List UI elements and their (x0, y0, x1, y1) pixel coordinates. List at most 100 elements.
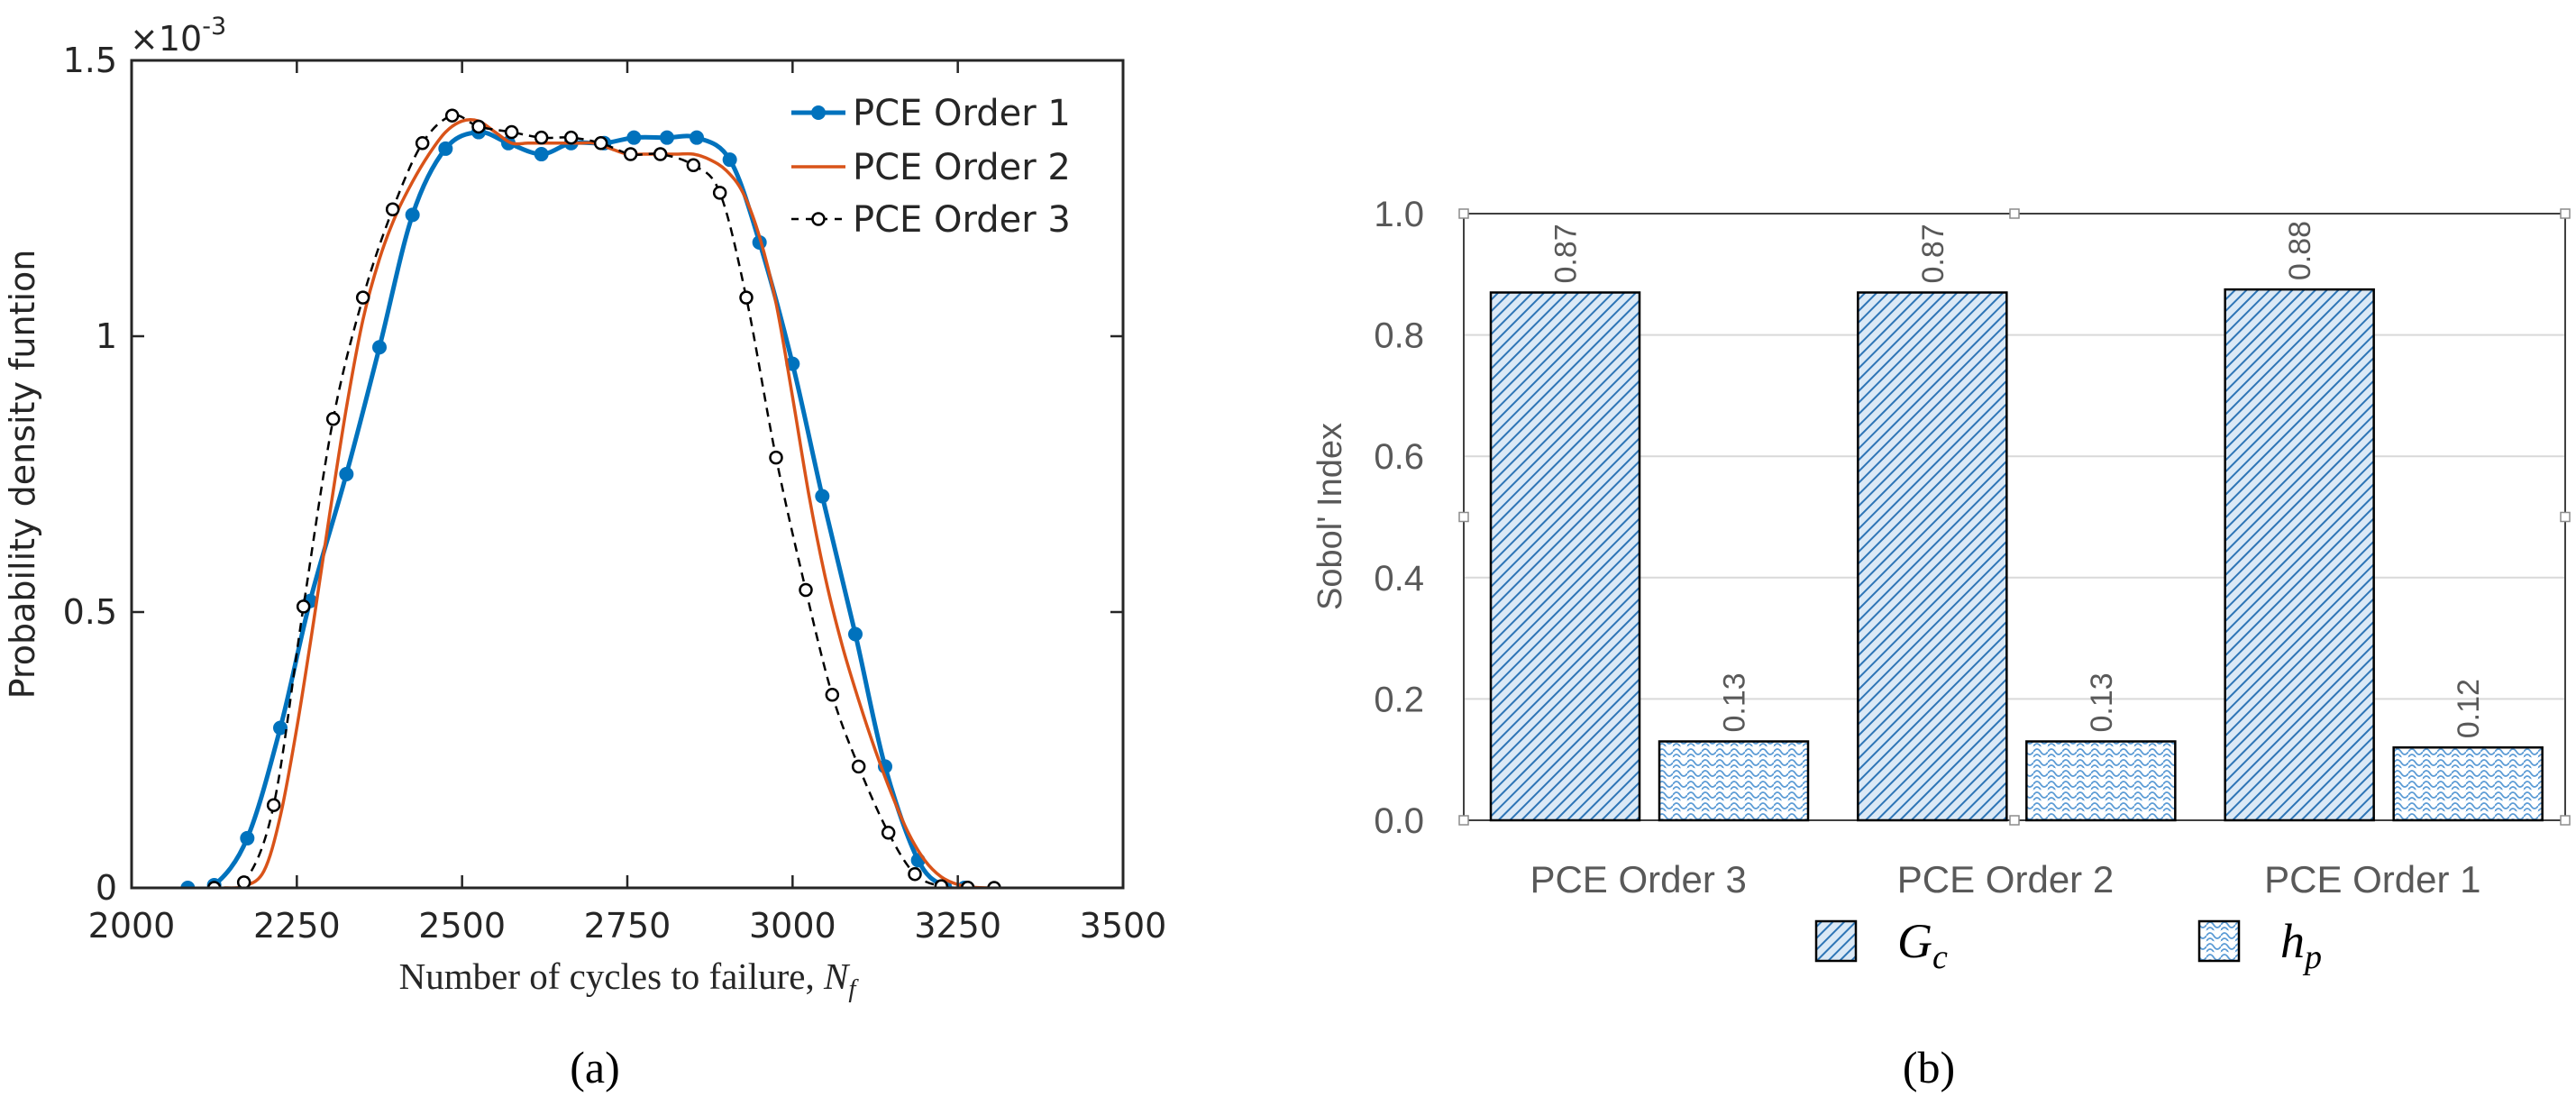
data-point-order-1 (626, 130, 642, 145)
data-point-order-3 (355, 290, 370, 305)
bar-layer: 0.87 0.13 0.87 0.13 0.88 0.12 (1489, 221, 2544, 822)
data-point-order-1 (815, 489, 830, 504)
data-point-order-3 (881, 826, 896, 840)
data-point-order-3 (825, 688, 840, 702)
data-label: 0.13 (2085, 672, 2119, 732)
legend: PCE Order 1 PCE Order 2 PCE Order 3 (791, 93, 1071, 241)
data-point-order-3 (712, 186, 727, 200)
legend-subscript: c (1932, 938, 1948, 976)
legend-label-3: PCE Order 3 (853, 199, 1071, 241)
bar-gc (2224, 288, 2375, 822)
y-tick-label: 0.6 (1374, 437, 1424, 477)
data-point-order-1 (438, 141, 453, 156)
data-point-order-3 (415, 136, 430, 151)
legend-swatch-hp (2197, 919, 2241, 963)
bar-gc (1489, 291, 1641, 822)
x-tick-label: 2000 (88, 906, 176, 946)
data-point-order-3 (739, 290, 754, 305)
y-tick-label: 0.8 (1374, 316, 1424, 356)
data-point-order-3 (385, 202, 400, 216)
panel-label-b: (b) (1903, 1042, 1955, 1092)
selection-handle (1458, 208, 1469, 219)
panel-b-bar-chart: 0.87 0.13 0.87 0.13 0.88 0.12 0.0 0.2 0.4 0.6 0.8… (1311, 195, 2571, 1092)
legend-marker-1 (811, 105, 826, 120)
data-label: 0.12 (2452, 679, 2486, 738)
y-axis-label: Probability density funtion (3, 250, 42, 699)
axis-ticks: 2000 2250 2500 2750 3000 3250 3500 0 0.5 1 1.5 (63, 41, 1167, 946)
data-point-order-3 (296, 599, 311, 614)
legend-swatch-gc (1814, 919, 1858, 963)
y-tick-label: 0.2 (1374, 680, 1424, 719)
selection-handle (1458, 511, 1469, 523)
data-point-order-1 (339, 467, 354, 481)
data-point-order-3 (851, 759, 866, 774)
curve-layer (180, 108, 1001, 888)
series-line-2 (224, 118, 991, 888)
panel-a-line-chart: 2000 2250 2500 2750 3000 3250 3500 0 0.5 1 1.5 ×10… (3, 13, 1166, 1092)
y-tick-label: 0.4 (1374, 559, 1424, 599)
data-point-order-3 (769, 450, 783, 465)
data-point-order-1 (372, 340, 387, 355)
data-point-order-3 (908, 866, 922, 882)
legend-label-gc: Gc (1897, 914, 1948, 976)
y-exponent-base: ×10 (130, 19, 202, 59)
data-point-order-1 (722, 152, 737, 168)
y-tick-label: 1 (96, 316, 117, 356)
data-point-order-3 (534, 130, 549, 145)
data-label: 0.87 (1916, 224, 1950, 283)
x-tick-label: PCE Order 1 (2264, 858, 2480, 900)
y-exponent: ×10-3 (130, 13, 226, 59)
x-axis-label: Number of cycles to failure, Nf (399, 955, 860, 1003)
data-point-order-3 (504, 124, 519, 140)
data-label: 0.88 (2283, 221, 2317, 280)
data-point-order-3 (686, 158, 701, 173)
series-line-1 (187, 130, 965, 888)
y-exponent-power: -3 (202, 13, 226, 41)
x-tick-label: 3500 (1080, 906, 1167, 946)
data-point-order-1 (273, 720, 288, 736)
selection-handle (2560, 208, 2571, 219)
data-point-order-3 (471, 119, 486, 134)
y-tick-label: 0.0 (1374, 801, 1424, 841)
x-tick-label: 3250 (914, 906, 1001, 946)
legend-label-2: PCE Order 2 (853, 147, 1071, 188)
y-tick-label: 1.0 (1374, 195, 1424, 234)
data-point-order-3 (563, 130, 579, 145)
selection-handle (2009, 208, 2020, 219)
data-point-order-3 (444, 108, 460, 123)
data-point-order-3 (236, 875, 251, 888)
y-tick-label: 0 (96, 868, 117, 908)
bar-hp (1658, 740, 1810, 822)
data-point-order-1 (405, 207, 420, 223)
y-tick-label: 0.5 (63, 592, 117, 632)
data-point-order-1 (848, 626, 863, 642)
data-point-order-1 (660, 130, 674, 145)
y-axis-label: Sobol' Index (1311, 423, 1349, 610)
data-point-order-1 (180, 881, 196, 888)
x-tick-label: 3000 (749, 906, 836, 946)
data-label: 0.13 (1718, 672, 1752, 732)
data-point-order-3 (206, 881, 222, 888)
selection-handles (1458, 208, 2571, 826)
panel-label-a: (a) (570, 1042, 620, 1092)
selection-handle (1458, 815, 1469, 826)
data-point-order-3 (799, 582, 813, 598)
legend-label-1: PCE Order 1 (853, 93, 1071, 134)
data-point-order-3 (987, 881, 1001, 888)
data-point-order-3 (653, 147, 668, 161)
bar-hp (2025, 740, 2177, 822)
selection-handle (2560, 815, 2571, 826)
legend-label-hp: hp (2280, 914, 2322, 976)
data-point-order-3 (623, 147, 638, 161)
selection-handle (2560, 511, 2571, 523)
data-point-order-3 (934, 879, 949, 888)
bar-gc (1857, 291, 2008, 822)
axis-ticks: 0.0 0.2 0.4 0.6 0.8 1.0 PCE Order 3 PCE Order 2… (1374, 195, 2480, 900)
x-axis-label-symbol: N (823, 955, 851, 997)
data-point-order-1 (690, 130, 704, 145)
x-axis-label-text: Number of cycles to failure, (399, 955, 815, 997)
selection-handle (2009, 815, 2020, 826)
x-tick-label: 2250 (253, 906, 341, 946)
legend-marker-3 (811, 212, 826, 226)
x-tick-label: PCE Order 3 (1530, 858, 1746, 900)
